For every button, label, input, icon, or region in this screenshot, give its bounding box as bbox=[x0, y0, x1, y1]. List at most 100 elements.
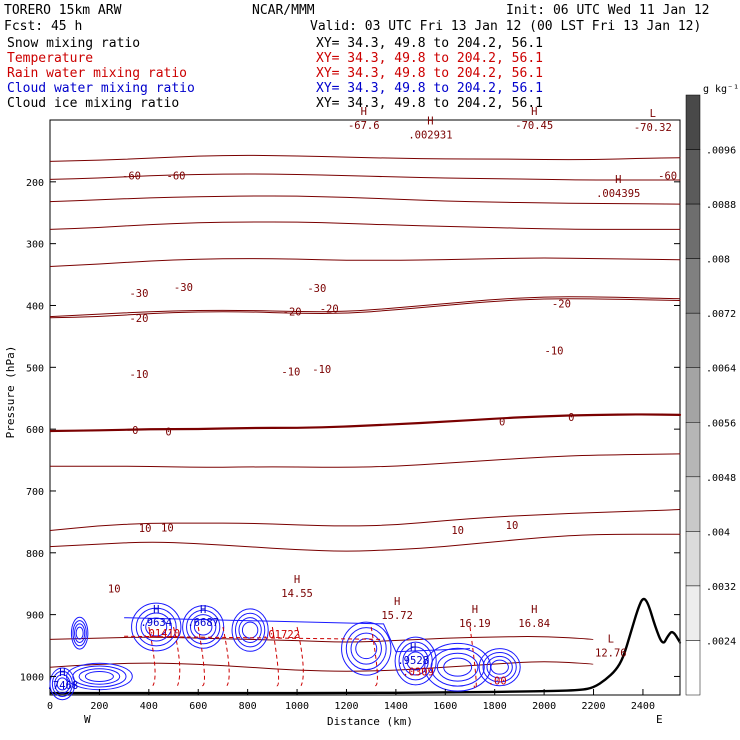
contour-label-3: -30 bbox=[129, 288, 148, 300]
cloud-water-contour-6-2 bbox=[430, 647, 485, 687]
extrema-labels: H 14.55 H 15.72 H 16.19 H 16.84 L 12.76 H .002931 H.… bbox=[47, 106, 672, 692]
cloud-max-h-2: H bbox=[59, 667, 65, 679]
field-cloud-water: Cloud water mixing ratio bbox=[7, 81, 195, 96]
temperature-contour-4 bbox=[49, 257, 681, 267]
rain-contour-7 bbox=[469, 626, 477, 689]
valid-time: Valid: 03 UTC Fri 13 Jan 12 (00 LST Fri … bbox=[310, 19, 701, 34]
extremum-type-2: H bbox=[472, 604, 478, 616]
temperature-contour-11 bbox=[49, 636, 594, 643]
cloud-water-contour-0-3 bbox=[70, 616, 89, 650]
y-tick-label-200: 200 bbox=[26, 178, 44, 189]
rain-contour-4 bbox=[271, 626, 280, 687]
cloud-water-contour-3-1 bbox=[238, 617, 262, 643]
terrain-line bbox=[50, 597, 682, 695]
field-cloud-water-xy: XY= 34.3, 49.8 to 204.2, 56.1 bbox=[316, 81, 543, 96]
cloud-water-contour-2-2 bbox=[186, 609, 221, 645]
y-tick-label-800: 800 bbox=[26, 549, 44, 560]
contour-label-12: -10 bbox=[312, 364, 331, 376]
cloud-water-outline bbox=[124, 617, 471, 653]
cloud-water-contour-7-1 bbox=[486, 655, 513, 679]
colorbar-label-2: .004 bbox=[706, 527, 730, 538]
extremum-type-9: H bbox=[531, 106, 537, 118]
temperature-contour-7 bbox=[49, 413, 682, 433]
cloud-water-contour-3-0 bbox=[241, 621, 259, 639]
colorbar-label-8: .0088 bbox=[706, 200, 736, 211]
field-snow-xy: XY= 34.3, 49.8 to 204.2, 56.1 bbox=[316, 36, 543, 51]
cloud-water-contour-3-2 bbox=[234, 612, 266, 648]
rain-max-0: .01410 bbox=[142, 628, 180, 640]
extremum-value-5: .002931 bbox=[408, 129, 452, 141]
cloud-max-1: .6687 bbox=[187, 617, 219, 629]
cloud-water-contour-7-0 bbox=[490, 659, 509, 675]
rain-contour-6 bbox=[370, 626, 378, 687]
contour-label-10: -10 bbox=[129, 369, 148, 381]
temperature-contour-6 bbox=[49, 298, 681, 319]
y-axis-title: Pressure (hPa) bbox=[4, 346, 17, 439]
cloud-water-contour-9-2 bbox=[72, 665, 127, 688]
rain-contour-5 bbox=[296, 626, 304, 686]
cloud-water-contour-4-1 bbox=[350, 632, 382, 665]
colorbar-label-9: .0096 bbox=[706, 146, 736, 157]
cloud-water-contour-2-1 bbox=[189, 614, 217, 640]
contour-label-8: -20 bbox=[320, 304, 339, 316]
cloud-water-contour-5-3 bbox=[394, 636, 437, 686]
cloud-water-contour-4-0 bbox=[355, 638, 378, 660]
contour-label-22: 10 bbox=[108, 584, 121, 596]
x-tick-label-1600: 1600 bbox=[433, 701, 457, 712]
cloud-max-h-0: H bbox=[153, 604, 159, 616]
cloud-water-contour-8-3 bbox=[49, 667, 76, 701]
colorbar-box-1 bbox=[685, 149, 701, 205]
colorbar-label-3: .0048 bbox=[706, 473, 736, 484]
cloud-water-contour-3-3 bbox=[231, 608, 269, 652]
x-tick-label-0: 0 bbox=[47, 701, 53, 712]
extremum-type-4: L bbox=[608, 633, 614, 645]
x-tick-label-2400: 2400 bbox=[631, 701, 655, 712]
rain-contour-2 bbox=[197, 626, 205, 687]
init-time: Init: 06 UTC Wed 11 Jan 12 bbox=[506, 3, 710, 18]
x-tick-label-200: 200 bbox=[90, 701, 108, 712]
rain-max-3: .00 bbox=[488, 676, 507, 688]
y-tick-label-400: 400 bbox=[26, 301, 44, 312]
colorbar-box-4 bbox=[685, 312, 701, 368]
extremum-type-5: H bbox=[427, 115, 433, 127]
colorbar-box-7 bbox=[685, 476, 701, 532]
extremum-type-3: H bbox=[531, 604, 537, 616]
extremum-value-7: -70.32 bbox=[634, 122, 672, 134]
cloud-water-contour-5-1 bbox=[402, 646, 429, 676]
field-cloud-ice: Cloud ice mixing ratio bbox=[7, 96, 179, 111]
field-temperature: Temperature bbox=[7, 51, 93, 66]
cloud-water-contour-0-2 bbox=[72, 620, 87, 647]
west-label: W bbox=[84, 713, 91, 726]
contour-label-7: -20 bbox=[283, 307, 302, 319]
x-tick-label-2000: 2000 bbox=[532, 701, 556, 712]
cloud-water-contour-5-0 bbox=[406, 651, 425, 671]
colorbar-label-5: .0064 bbox=[706, 364, 736, 375]
east-label: E bbox=[656, 713, 663, 726]
extremum-value-4: 12.76 bbox=[595, 647, 627, 659]
cloud-max-h-3: H bbox=[410, 642, 416, 654]
colorbar-unit: g kg⁻¹ bbox=[703, 84, 739, 95]
colorbar-box-9 bbox=[685, 585, 701, 641]
contour-label-2: -60 bbox=[658, 171, 677, 183]
model-title: TORERO 15km ARW bbox=[4, 3, 122, 18]
temperature-contour-9 bbox=[49, 509, 681, 531]
contour-label-13: -10 bbox=[545, 346, 564, 358]
colorbar-label-0: .0024 bbox=[706, 636, 736, 647]
cloud-max-h-1: H bbox=[200, 604, 206, 616]
x-tick-label-2200: 2200 bbox=[581, 701, 605, 712]
temperature-contour-0 bbox=[49, 154, 681, 162]
contour-label-14: 0 bbox=[132, 425, 138, 437]
colorbar-box-3 bbox=[685, 258, 701, 314]
temperature-contour-1 bbox=[49, 173, 681, 181]
contour-label-17: 0 bbox=[568, 412, 574, 424]
cloud-water-contour-4-3 bbox=[341, 621, 392, 676]
temperature-contour-5 bbox=[49, 296, 681, 318]
cloud-water-contour-4-2 bbox=[345, 627, 387, 671]
x-tick-label-1800: 1800 bbox=[483, 701, 507, 712]
field-snow: Snow mixing ratio bbox=[7, 36, 140, 51]
colorbar-box-10 bbox=[685, 640, 701, 696]
cloud-water-contour-8-0 bbox=[56, 677, 69, 691]
temperature-contour-10 bbox=[49, 533, 681, 552]
cloud-water-contour-2-3 bbox=[182, 605, 225, 649]
